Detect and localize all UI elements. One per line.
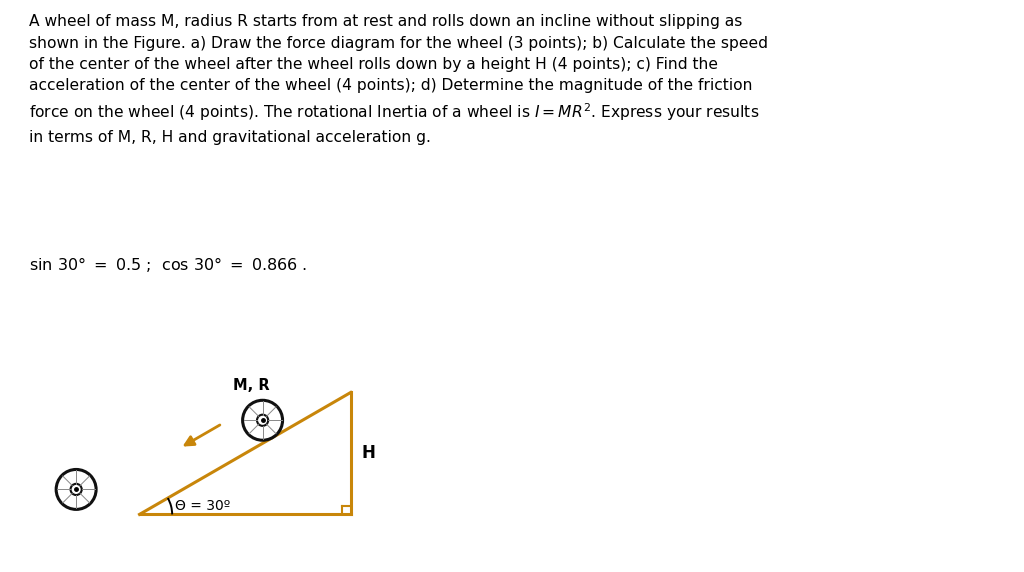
Circle shape xyxy=(243,400,283,440)
Text: M, R: M, R xyxy=(232,379,269,394)
Text: A wheel of mass M, radius R starts from at rest and rolls down an incline withou: A wheel of mass M, radius R starts from … xyxy=(29,14,768,145)
Text: H: H xyxy=(361,444,376,462)
Circle shape xyxy=(56,470,96,510)
Text: sin 30° $=$ 0.5 ;  cos 30° $=$ 0.866 .: sin 30° $=$ 0.5 ; cos 30° $=$ 0.866 . xyxy=(29,255,307,273)
Text: Θ = 30º: Θ = 30º xyxy=(174,499,229,513)
